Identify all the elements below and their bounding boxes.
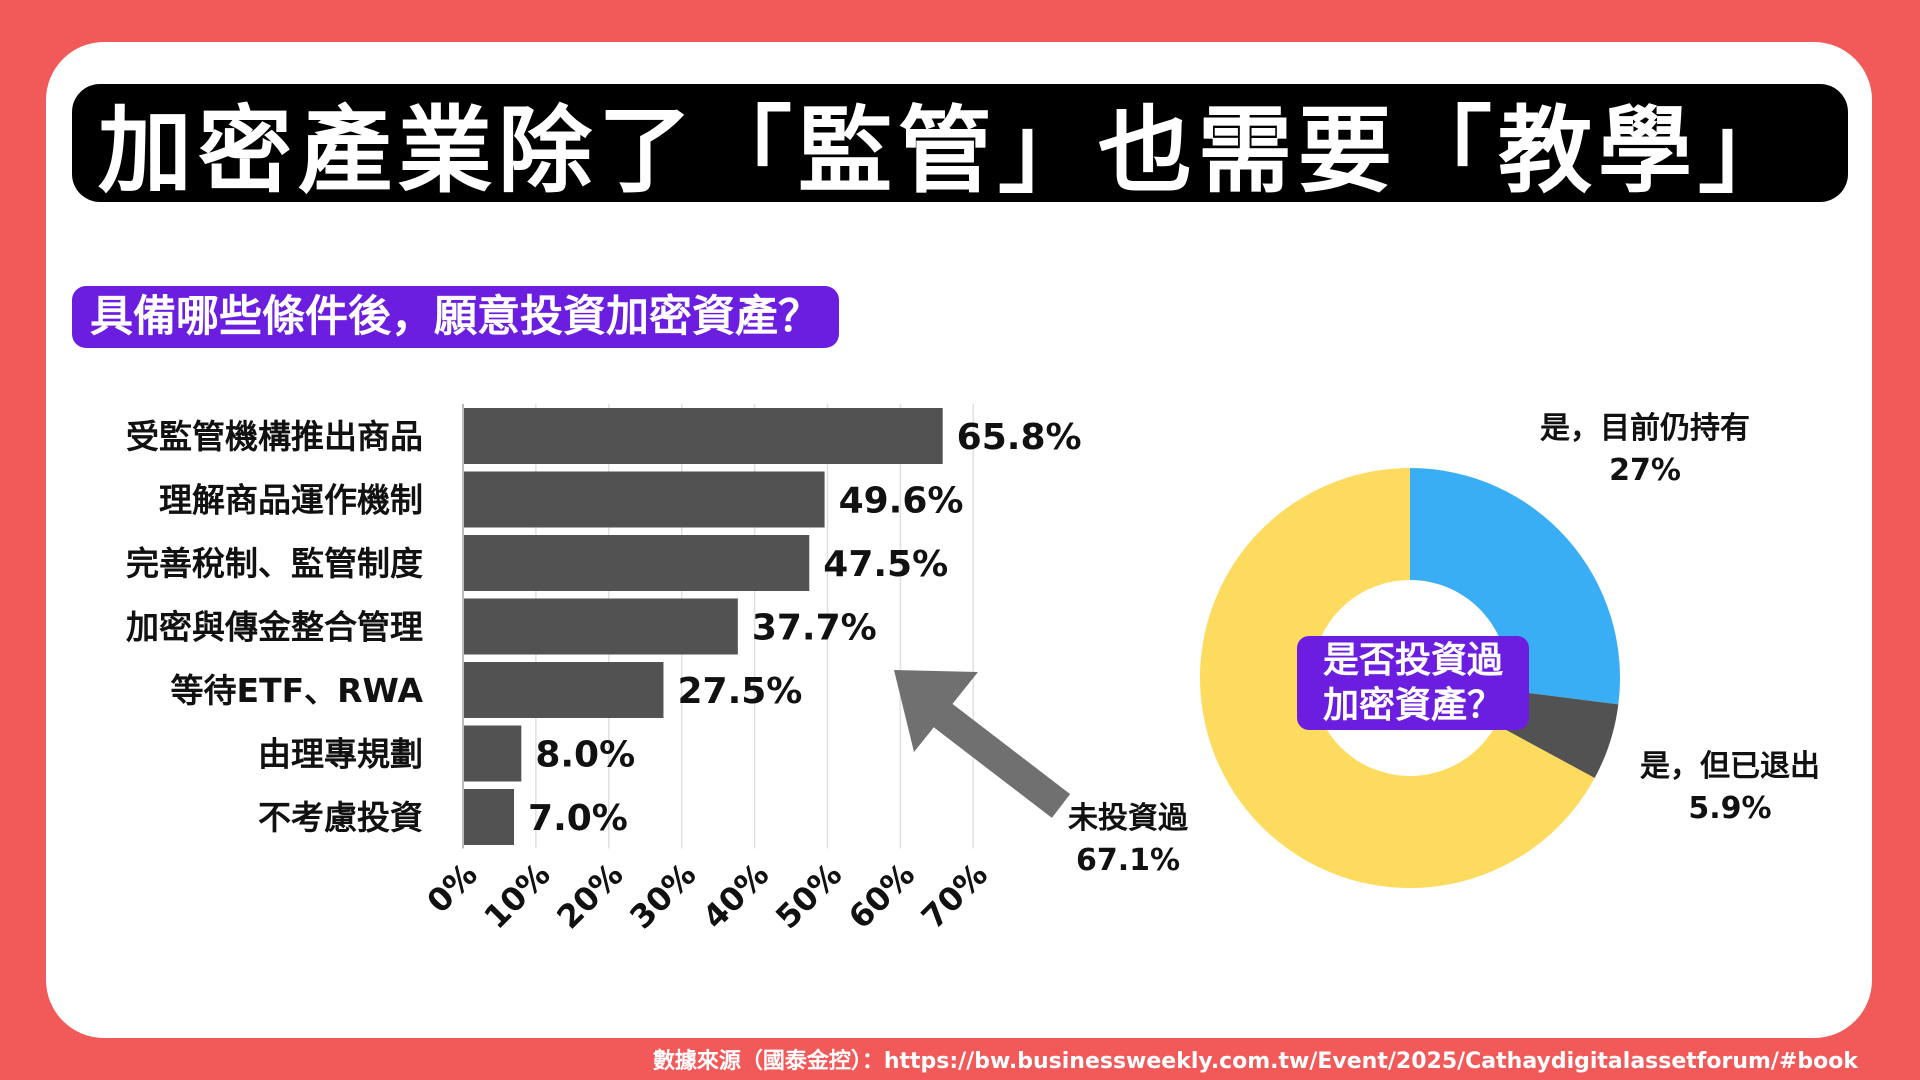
bar [463, 471, 825, 528]
x-tick-label: 50% [768, 855, 849, 936]
donut-center-line-2: 加密資產？ [1322, 685, 1503, 726]
category-label: 不考慮投資 [258, 798, 423, 837]
bar [463, 598, 738, 655]
category-label: 完善稅制、監管制度 [126, 544, 423, 583]
bar [463, 725, 522, 782]
bar [463, 662, 664, 718]
x-tick-label: 10% [477, 855, 558, 936]
donut-center-line-1: 是否投資過 [1322, 640, 1503, 681]
x-tick-label: 0% [419, 855, 484, 920]
pie-label-not-invested-name: 未投資過 [1068, 801, 1188, 836]
pie-label-holding: 是，目前仍持有 27% [1540, 408, 1750, 492]
pie-label-exited-value: 5.9% [1688, 791, 1772, 826]
bar-value-label: 47.5% [823, 544, 948, 585]
title-bar: 加密產業除了「監管」也需要「教學」 [72, 84, 1848, 206]
donut-slice [1200, 468, 1595, 888]
pie-label-holding-name: 是，目前仍持有 [1540, 411, 1750, 446]
category-label: 受監管機構推出商品 [126, 417, 423, 456]
pie-label-not-invested: 未投資過 67.1% [1068, 798, 1188, 882]
x-tick-label: 40% [695, 855, 776, 936]
bar-value-label: 27.5% [677, 671, 802, 712]
bar-value-label: 8.0% [535, 735, 635, 776]
bar-chart: 受監管機構推出商品 65.8% 理解商品運作機制 49.6% 完善稅制、監管制度 47.5… [126, 404, 1082, 936]
callout-arrow-head [894, 670, 978, 752]
x-tick-label: 60% [841, 855, 922, 936]
donut-slice [1410, 468, 1620, 705]
bar-value-label: 37.7% [752, 608, 877, 649]
bar [463, 789, 515, 845]
x-tick-label: 70% [914, 855, 995, 936]
callout-arrow-shaft [918, 692, 1071, 818]
bar-value-label: 49.6% [839, 481, 964, 522]
category-label: 理解商品運作機制 [159, 481, 423, 520]
category-label: 加密與傳金整合管理 [126, 608, 423, 647]
bar [463, 408, 943, 464]
x-tick-label: 30% [622, 855, 703, 936]
donut-center-label: 是否投資過 加密資產？ [1297, 636, 1529, 730]
x-tick-label: 20% [549, 855, 630, 936]
page-title: 加密產業除了「監管」也需要「教學」 [98, 97, 1799, 206]
bar-value-label: 7.0% [528, 798, 628, 839]
category-label: 等待ETF、RWA [171, 671, 424, 710]
bar-value-label: 65.8% [957, 417, 1082, 458]
pie-label-exited-name: 是，但已退出 [1640, 749, 1820, 784]
pie-label-exited: 是，但已退出 5.9% [1640, 746, 1820, 830]
category-label: 由理專規劃 [258, 735, 423, 774]
bar-chart-title: 具備哪些條件後，願意投資加密資產？ [72, 286, 839, 348]
bar [463, 535, 810, 591]
pie-label-holding-value: 27% [1609, 453, 1681, 488]
pie-label-not-invested-value: 67.1% [1075, 843, 1181, 878]
source-note: 數據來源（國泰金控）：https://bw.businessweekly.com… [652, 1049, 1858, 1074]
